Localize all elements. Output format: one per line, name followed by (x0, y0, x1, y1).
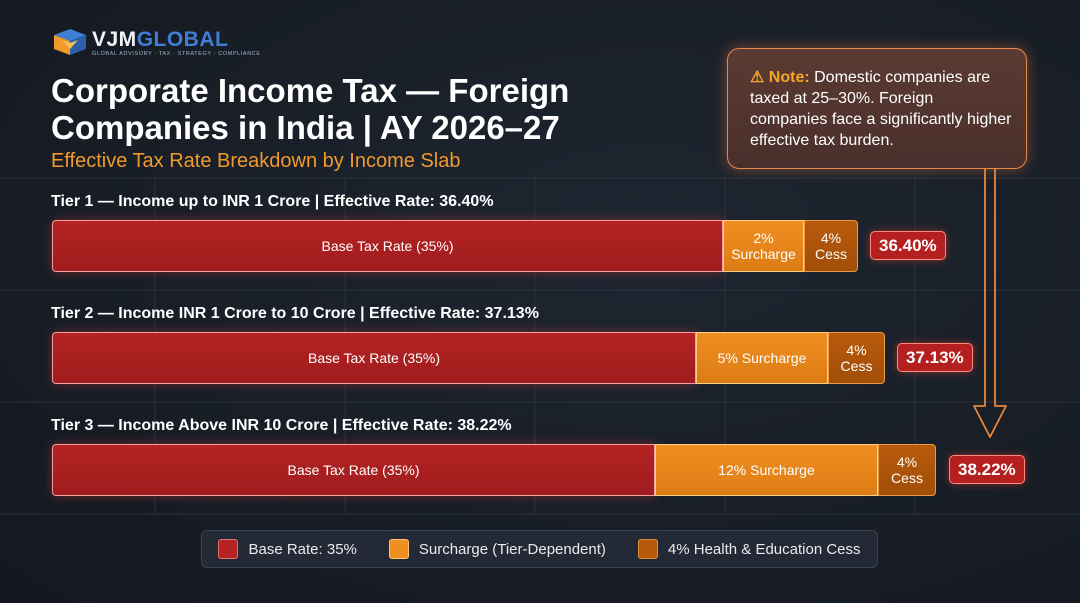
tier-3-bar: Base Tax Rate (35%) 12% Surcharge 4% Cess (52, 444, 936, 496)
note-text: Domestic companies are taxed at 25–30%. … (750, 69, 1012, 149)
tier-3-base-segment: Base Tax Rate (35%) (52, 444, 655, 496)
tier-3-rate-badge: 38.22% (949, 455, 1025, 484)
tier-2-cess-segment: 4% Cess (828, 332, 885, 384)
tier-3-cess-segment: 4% Cess (878, 444, 936, 496)
brand-tagline: GLOBAL ADVISORY · TAX · STRATEGY · COMPL… (92, 51, 261, 57)
legend-label-base: Base Rate: 35% (248, 540, 357, 558)
legend-item-cess: 4% Health & Education Cess (637, 539, 861, 559)
tier-2-bar: Base Tax Rate (35%) 5% Surcharge 4% Cess (52, 332, 885, 384)
tier-2-rate-badge: 37.13% (897, 343, 973, 372)
chart-title: Corporate Income Tax — Foreign Companies… (51, 72, 570, 146)
legend-item-surcharge: Surcharge (Tier-Dependent) (388, 539, 606, 559)
tier-2-surcharge-segment: 5% Surcharge (696, 332, 828, 384)
down-arrow-icon (973, 168, 1007, 438)
tier-1-rate-badge: 36.40% (870, 231, 946, 260)
chart-legend: Base Rate: 35% Surcharge (Tier-Dependent… (201, 530, 878, 568)
tier-3-label: Tier 3 — Income Above INR 10 Crore | Eff… (51, 417, 512, 434)
tier-3-surcharge-segment: 12% Surcharge (655, 444, 878, 496)
tier-1-label: Tier 1 — Income up to INR 1 Crore | Effe… (51, 193, 494, 210)
legend-label-cess: 4% Health & Education Cess (667, 540, 861, 558)
tier-1-base-segment: Base Tax Rate (35%) (52, 220, 723, 272)
brand-logo: VJMGLOBAL GLOBAL ADVISORY · TAX · STRATE… (52, 29, 261, 57)
note-heading: ⚠ Note: (750, 69, 810, 86)
logo-cube-icon (54, 29, 86, 55)
tier-2-base-segment: Base Tax Rate (35%) (52, 332, 696, 384)
note-callout: ⚠ Note: Domestic companies are taxed at … (727, 48, 1027, 169)
tier-1-bar: Base Tax Rate (35%) 2% Surcharge 4% Cess (52, 220, 858, 272)
tier-2-label: Tier 2 — Income INR 1 Crore to 10 Crore … (51, 305, 539, 322)
legend-label-surcharge: Surcharge (Tier-Dependent) (418, 540, 606, 558)
legend-item-base: Base Rate: 35% (218, 539, 357, 559)
legend-swatch-cess (637, 539, 658, 559)
tier-1-cess-segment: 4% Cess (804, 220, 858, 272)
chart-subtitle: Effective Tax Rate Breakdown by Income S… (51, 150, 461, 172)
legend-swatch-base (218, 539, 239, 559)
legend-swatch-surcharge (388, 539, 409, 559)
tier-1-surcharge-segment: 2% Surcharge (723, 220, 804, 272)
brand-name: VJMGLOBAL (92, 28, 229, 51)
